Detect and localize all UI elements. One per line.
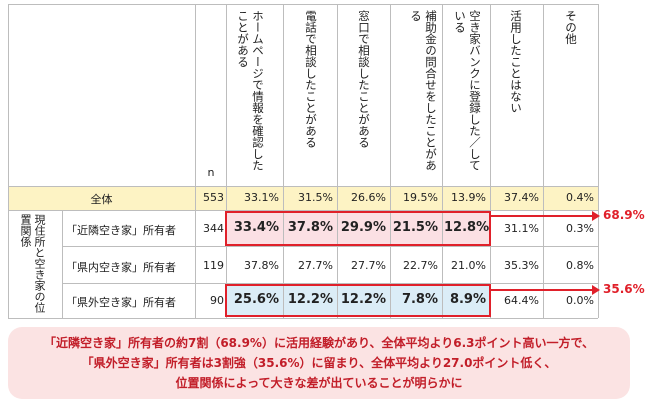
cell-far-never-used: 64.4% (504, 294, 539, 307)
grid-line (283, 4, 284, 318)
cell-total-counter: 26.6% (351, 191, 386, 204)
cell-total-other: 0.4% (566, 191, 594, 204)
grid-line (8, 210, 598, 211)
grid-line (8, 186, 598, 187)
far-arrow-head (592, 285, 600, 295)
row-label-total: 全体 (90, 193, 113, 206)
grid-line (543, 4, 544, 318)
cell-total-subsidy: 19.5% (403, 191, 438, 204)
cell-pref-subsidy: 22.7% (403, 259, 438, 272)
grid-line (8, 318, 598, 319)
column-header-never-used: 活用したことはない (509, 10, 523, 114)
far-highlight-bg (226, 285, 490, 315)
cell-pref-counter: 27.7% (351, 259, 386, 272)
far-callout-percentage: 35.6% (603, 282, 645, 296)
cell-pref-never-used: 35.3% (504, 259, 539, 272)
summary-box: 「近隣空き家」所有者の約7割（68.9%）に活用経験があり、全体平均より6.3ポ… (8, 327, 630, 399)
cell-total-website: 33.1% (244, 191, 279, 204)
n-prefecture: 119 (203, 259, 224, 272)
grid-line (8, 4, 598, 5)
n-total: 553 (203, 191, 224, 204)
cell-far-akiya-bank: 8.9% (449, 292, 486, 307)
cell-near-never-used: 31.1% (504, 222, 539, 235)
cell-far-counter: 12.2% (340, 292, 386, 307)
near-highlight-bg (226, 212, 490, 245)
cell-far-other: 0.0% (566, 294, 594, 307)
grid-line (390, 4, 391, 318)
near-highlight-frame (225, 211, 491, 246)
n-near: 344 (203, 222, 224, 235)
cell-near-akiya-bank: 12.8% (444, 220, 490, 235)
row-label-far: 「県外空き家」所有者 (66, 296, 176, 309)
column-header-akiya-bank: 空き家バンクに登録した／している (453, 10, 482, 171)
grid-line (62, 246, 598, 247)
near-arrow-head (592, 211, 600, 221)
near-callout-percentage: 68.9% (603, 208, 645, 222)
column-header-website: ホームページで情報を確認したことがある (236, 10, 265, 171)
column-header-phone: 電話で相談したことがある (304, 10, 318, 148)
grid-line (62, 210, 63, 318)
row-label-prefecture: 「県内空き家」所有者 (66, 261, 176, 274)
cell-near-subsidy: 21.5% (392, 220, 438, 235)
cell-total-never-used: 37.4% (504, 191, 539, 204)
grid-line (62, 283, 598, 284)
summary-line-1: 「近隣空き家」所有者の約7割（68.9%）に活用経験があり、全体平均より6.3ポ… (43, 336, 595, 350)
cell-pref-akiya-bank: 21.0% (451, 259, 486, 272)
cell-pref-website: 37.8% (244, 259, 279, 272)
grid-line (598, 4, 599, 318)
cell-far-website: 25.6% (233, 292, 279, 307)
column-header-other: その他 (564, 10, 578, 45)
row-label-near: 「近隣空き家」所有者 (66, 224, 176, 237)
cell-near-counter: 29.9% (340, 220, 386, 235)
cell-total-akiya-bank: 13.9% (451, 191, 486, 204)
n-far: 90 (210, 294, 224, 307)
far-arrow-line (491, 289, 594, 291)
cell-total-phone: 31.5% (298, 191, 333, 204)
cell-near-other: 0.3% (566, 222, 594, 235)
grid-line (337, 4, 338, 318)
grid-line (442, 4, 443, 318)
grid-line (490, 4, 491, 318)
summary-line-3: 位置関係によって大きな差が出ていることが明らかに (175, 376, 463, 390)
cell-far-phone: 12.2% (287, 292, 333, 307)
far-highlight-frame (225, 284, 491, 317)
near-arrow-line (491, 215, 594, 217)
cell-pref-phone: 27.7% (298, 259, 333, 272)
grid-line (226, 4, 227, 318)
column-header-subsidy: 補助金の問合せをしたことがある (409, 10, 438, 171)
cell-pref-other: 0.8% (566, 259, 594, 272)
grid-line (195, 4, 196, 318)
grid-line (8, 4, 9, 318)
column-header-counter: 窓口で相談したことがある (357, 10, 371, 148)
summary-line-2: 「県外空き家」所有者は3割強（35.6%）に留まり、全体平均より27.0ポイント… (81, 356, 557, 370)
side-group-label: 現住所と空き家の位置関係 (19, 214, 46, 313)
total-row-bg (8, 186, 598, 210)
cell-near-phone: 37.8% (287, 220, 333, 235)
cell-near-website: 33.4% (233, 220, 279, 235)
cell-far-subsidy: 7.8% (401, 292, 438, 307)
n-column-header: n (207, 166, 215, 179)
